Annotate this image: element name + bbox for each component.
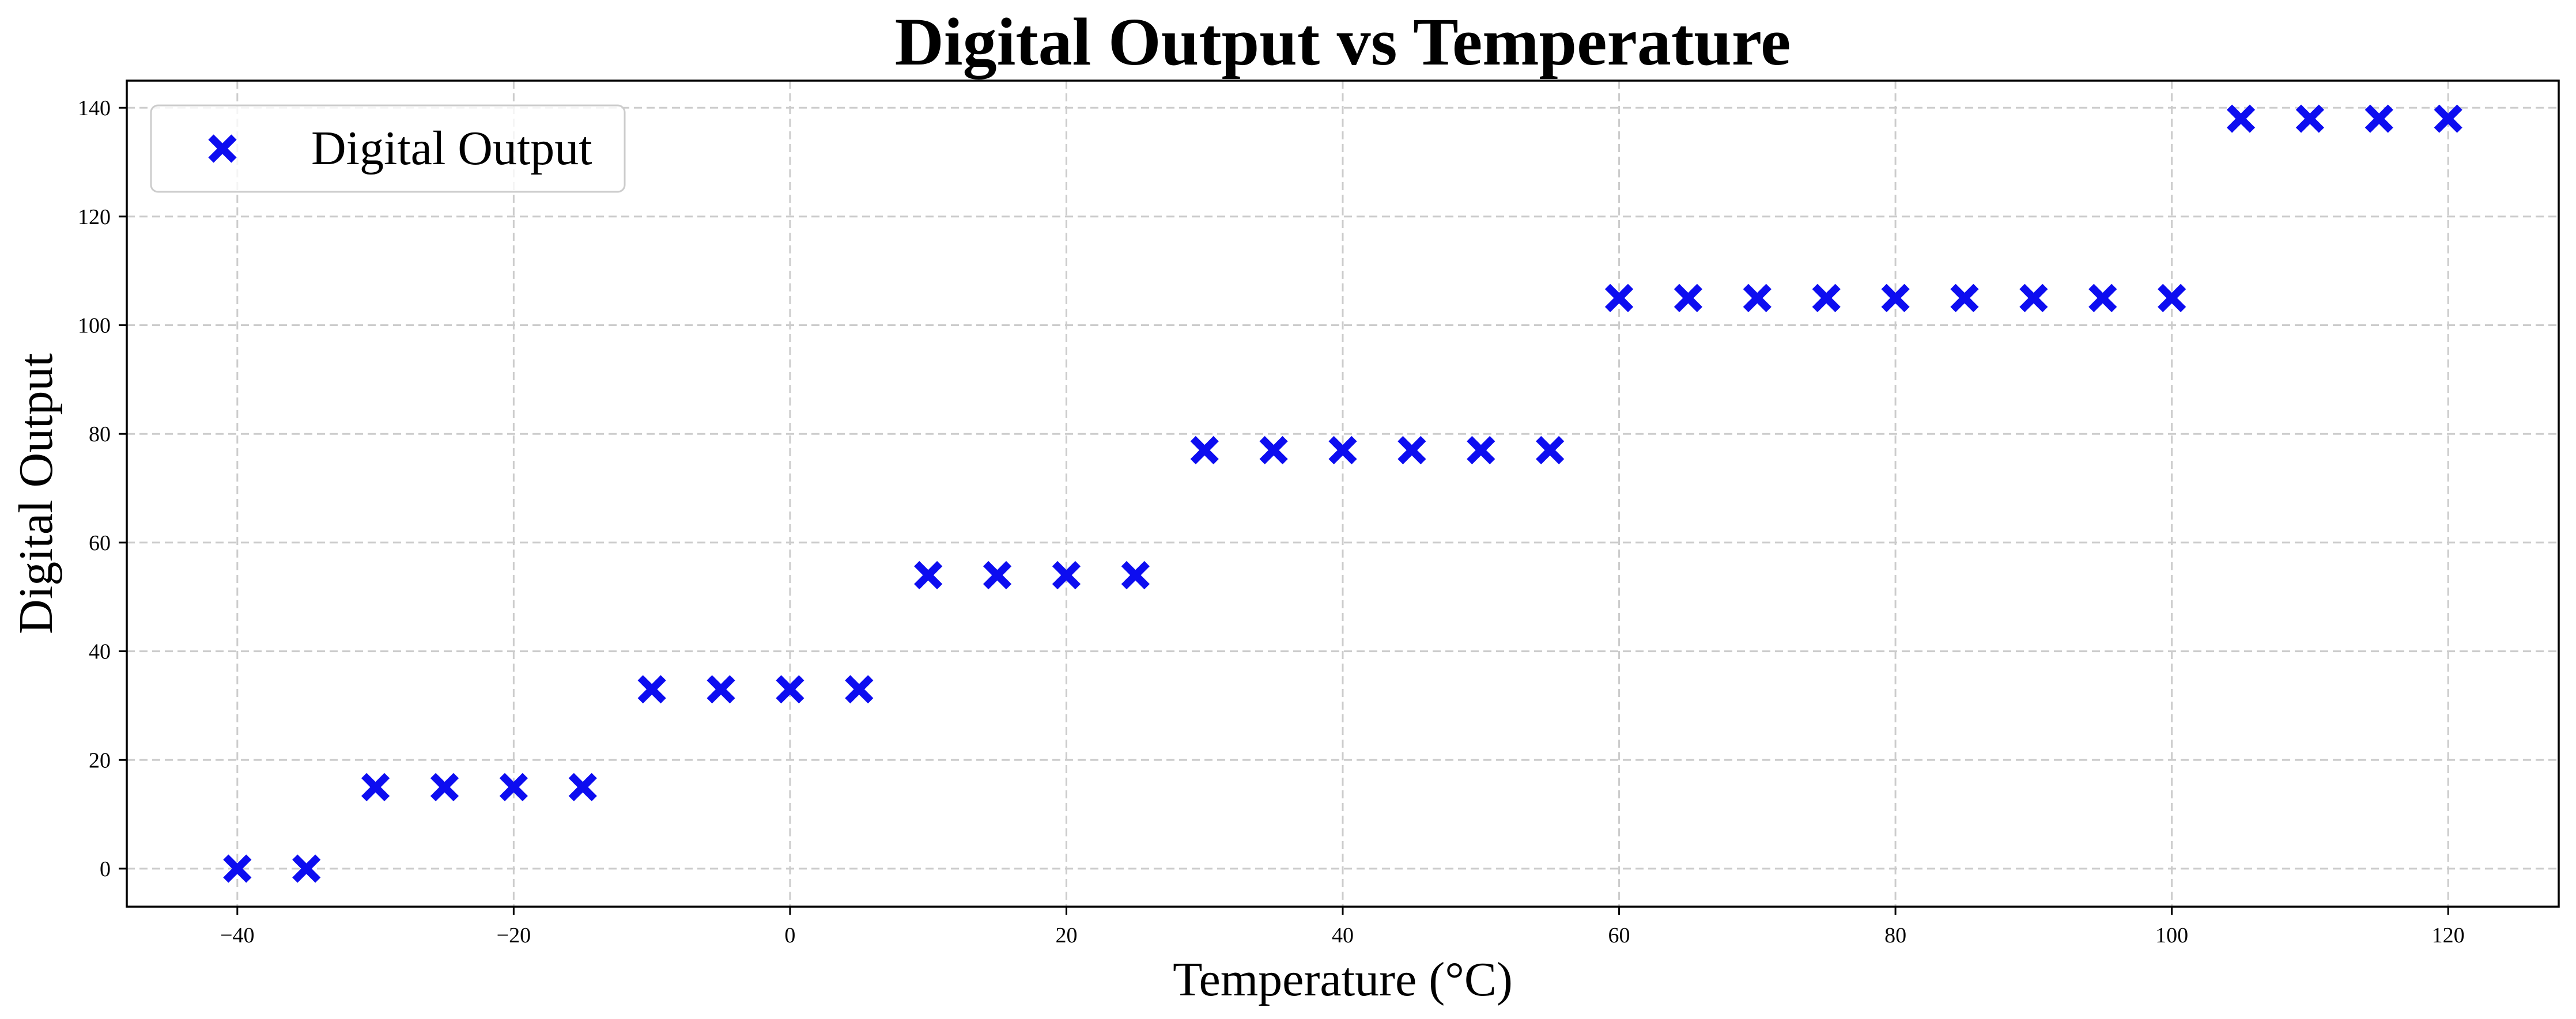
- y-tick-label: 140: [78, 96, 111, 120]
- y-tick-label: 120: [78, 205, 111, 229]
- legend: Digital Output: [150, 104, 626, 193]
- data-point: [2088, 283, 2117, 312]
- y-tick-label: 80: [89, 422, 111, 446]
- data-point: [1052, 560, 1081, 590]
- x-tick-label: 100: [2155, 923, 2188, 948]
- data-point: [845, 675, 874, 704]
- data-points: [223, 104, 2462, 883]
- data-point: [1397, 435, 1426, 465]
- x-tick-label: 0: [784, 923, 795, 948]
- data-point: [914, 560, 943, 590]
- data-point: [1881, 283, 1910, 312]
- data-point: [2019, 283, 2048, 312]
- data-point: [1259, 435, 1288, 465]
- data-point: [292, 854, 321, 883]
- data-point: [568, 772, 597, 802]
- axis-ticks: −40 −20 0 20 40 60 80 100 120 0 20 40 60 80 100 120 140: [78, 96, 2465, 948]
- y-tick-label: 40: [89, 640, 111, 664]
- data-point: [1536, 435, 1565, 465]
- y-tick-label: 20: [89, 748, 111, 772]
- data-point: [361, 772, 390, 802]
- data-point: [2226, 104, 2256, 133]
- x-tick-label: 60: [1608, 923, 1630, 948]
- x-tick-label: 120: [2432, 923, 2465, 948]
- data-point: [2365, 104, 2393, 133]
- y-tick-label: 100: [78, 314, 111, 338]
- axes-frame: [126, 79, 2560, 908]
- x-tick-label: 80: [1884, 923, 1906, 948]
- data-point: [707, 675, 735, 704]
- x-tick-label: −40: [220, 923, 254, 948]
- x-tick-label: 40: [1332, 923, 1354, 948]
- data-point: [637, 675, 666, 704]
- grid: [127, 81, 2559, 907]
- legend-entry-label: Digital Output: [311, 122, 592, 175]
- x-tick-label: −20: [497, 923, 531, 948]
- x-axis-label: Temperature (°C): [1173, 953, 1513, 1006]
- data-point: [499, 772, 528, 802]
- data-point: [2158, 283, 2186, 312]
- legend-x-icon: [208, 134, 237, 163]
- data-point: [1190, 435, 1219, 465]
- data-point: [1812, 283, 1841, 312]
- legend-marker-x-icon: [208, 134, 237, 163]
- x-tick-label: 20: [1055, 923, 1077, 948]
- y-tick-label: 60: [89, 531, 111, 555]
- data-point: [2434, 104, 2462, 133]
- chart-title: Digital Output vs Temperature: [895, 4, 1791, 79]
- legend-box: [150, 104, 626, 193]
- data-point: [1328, 435, 1357, 465]
- data-point: [2295, 104, 2325, 133]
- data-point: [1604, 283, 1634, 312]
- data-point: [1121, 560, 1150, 590]
- y-tick-label: 0: [100, 857, 111, 881]
- data-point: [430, 772, 459, 802]
- data-point: [1950, 283, 1979, 312]
- data-point: [776, 675, 804, 704]
- data-point: [1743, 283, 1772, 312]
- data-point: [983, 560, 1012, 590]
- y-axis-label: Digital Output: [9, 353, 63, 634]
- data-point: [1674, 283, 1703, 312]
- data-point: [1467, 435, 1495, 465]
- data-point: [223, 854, 252, 883]
